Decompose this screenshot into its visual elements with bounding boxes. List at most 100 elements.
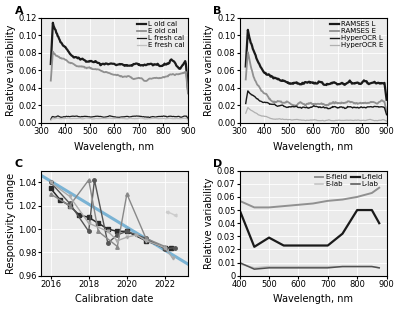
L old cal xyxy=(174,64,179,68)
E old cal xyxy=(186,91,190,95)
E fresh cal xyxy=(57,117,62,120)
L-field xyxy=(237,208,242,212)
RAMSES L xyxy=(252,52,257,56)
E-field xyxy=(340,198,345,202)
Legend: L old cal, E old cal, L fresh cal, E fresh cal: L old cal, E old cal, L fresh cal, E fre… xyxy=(136,20,186,50)
L-field xyxy=(311,244,316,247)
X-axis label: Wavelength, nm: Wavelength, nm xyxy=(273,294,353,304)
Legend: RAMSES L, RAMSES E, HyperOCR L, HyperOCR E: RAMSES L, RAMSES E, HyperOCR L, HyperOCR… xyxy=(329,20,384,50)
E-field xyxy=(281,204,286,208)
RAMSES L xyxy=(270,75,275,79)
L old cal xyxy=(48,62,53,66)
HyperOCR L xyxy=(252,95,257,99)
Y-axis label: Relative variability: Relative variability xyxy=(6,24,16,116)
Text: A: A xyxy=(14,6,23,16)
HyperOCR E xyxy=(246,106,250,109)
RAMSES E xyxy=(378,100,383,104)
L-lab xyxy=(267,266,272,270)
L fresh cal xyxy=(54,115,59,119)
HyperOCR E xyxy=(282,117,286,121)
X-axis label: Wavelength, nm: Wavelength, nm xyxy=(273,142,353,152)
E fresh cal xyxy=(85,116,90,120)
L old cal xyxy=(55,32,60,36)
RAMSES L xyxy=(282,79,286,83)
Line: E-lab: E-lab xyxy=(240,264,379,268)
Y-axis label: Relative variability: Relative variability xyxy=(204,24,214,116)
E-field xyxy=(325,199,330,203)
Line: RAMSES L: RAMSES L xyxy=(246,30,386,100)
Line: RAMSES E: RAMSES E xyxy=(246,52,386,112)
HyperOCR E xyxy=(378,118,383,122)
E-field xyxy=(296,203,301,207)
L-lab xyxy=(252,267,257,271)
L old cal xyxy=(57,38,62,42)
Text: C: C xyxy=(14,158,23,169)
L fresh cal xyxy=(179,115,184,119)
E old cal xyxy=(86,66,90,69)
Line: L-lab: L-lab xyxy=(240,263,379,269)
L-lab xyxy=(325,266,330,270)
E-lab xyxy=(237,262,242,266)
L old cal xyxy=(86,60,90,64)
E old cal xyxy=(55,54,60,58)
Line: HyperOCR E: HyperOCR E xyxy=(246,108,386,121)
RAMSES E xyxy=(246,50,250,54)
RAMSES E xyxy=(373,101,378,104)
E old cal xyxy=(50,50,55,54)
E-field xyxy=(252,206,257,209)
L-field xyxy=(370,208,374,212)
L old cal xyxy=(50,21,55,24)
HyperOCR L xyxy=(250,93,254,97)
RAMSES L xyxy=(246,28,250,32)
L-lab xyxy=(281,266,286,270)
E old cal xyxy=(48,79,53,82)
L-field xyxy=(267,236,272,240)
HyperOCR L xyxy=(243,102,248,105)
L-lab xyxy=(377,266,382,270)
E-lab xyxy=(296,265,301,268)
E-lab xyxy=(340,265,345,268)
L-lab xyxy=(355,265,360,268)
E-lab xyxy=(325,265,330,268)
E old cal xyxy=(57,56,62,60)
HyperOCR E xyxy=(250,109,254,113)
L old cal xyxy=(186,87,190,91)
Text: B: B xyxy=(213,6,222,16)
X-axis label: Wavelength, nm: Wavelength, nm xyxy=(74,142,154,152)
HyperOCR L xyxy=(282,104,286,108)
RAMSES E xyxy=(243,78,248,81)
E-field xyxy=(267,206,272,209)
L old cal xyxy=(74,56,79,60)
HyperOCR L xyxy=(378,105,383,109)
L-lab xyxy=(311,266,316,270)
Line: L old cal: L old cal xyxy=(51,23,188,89)
L-lab xyxy=(370,265,374,268)
RAMSES L xyxy=(384,98,389,102)
E fresh cal xyxy=(54,117,59,120)
L-field xyxy=(252,245,257,249)
L fresh cal xyxy=(85,115,90,118)
RAMSES E xyxy=(384,110,389,113)
L fresh cal xyxy=(74,114,79,118)
RAMSES L xyxy=(243,64,248,68)
L-lab xyxy=(340,265,345,268)
E-lab xyxy=(355,265,360,268)
E fresh cal xyxy=(186,118,190,122)
L-field xyxy=(340,232,345,236)
RAMSES E xyxy=(270,100,275,104)
Line: L fresh cal: L fresh cal xyxy=(51,116,188,119)
RAMSES E xyxy=(282,101,286,104)
E-lab xyxy=(311,265,316,268)
E fresh cal xyxy=(74,117,79,120)
E-field xyxy=(355,195,360,199)
L-field xyxy=(377,221,382,225)
Line: E fresh cal: E fresh cal xyxy=(51,118,188,120)
E fresh cal xyxy=(48,118,53,122)
E-lab xyxy=(267,265,272,268)
RAMSES E xyxy=(250,69,254,73)
L-field xyxy=(296,244,301,247)
E fresh cal xyxy=(138,116,143,120)
L fresh cal xyxy=(186,117,190,121)
HyperOCR E xyxy=(252,111,257,114)
L fresh cal xyxy=(57,115,62,118)
